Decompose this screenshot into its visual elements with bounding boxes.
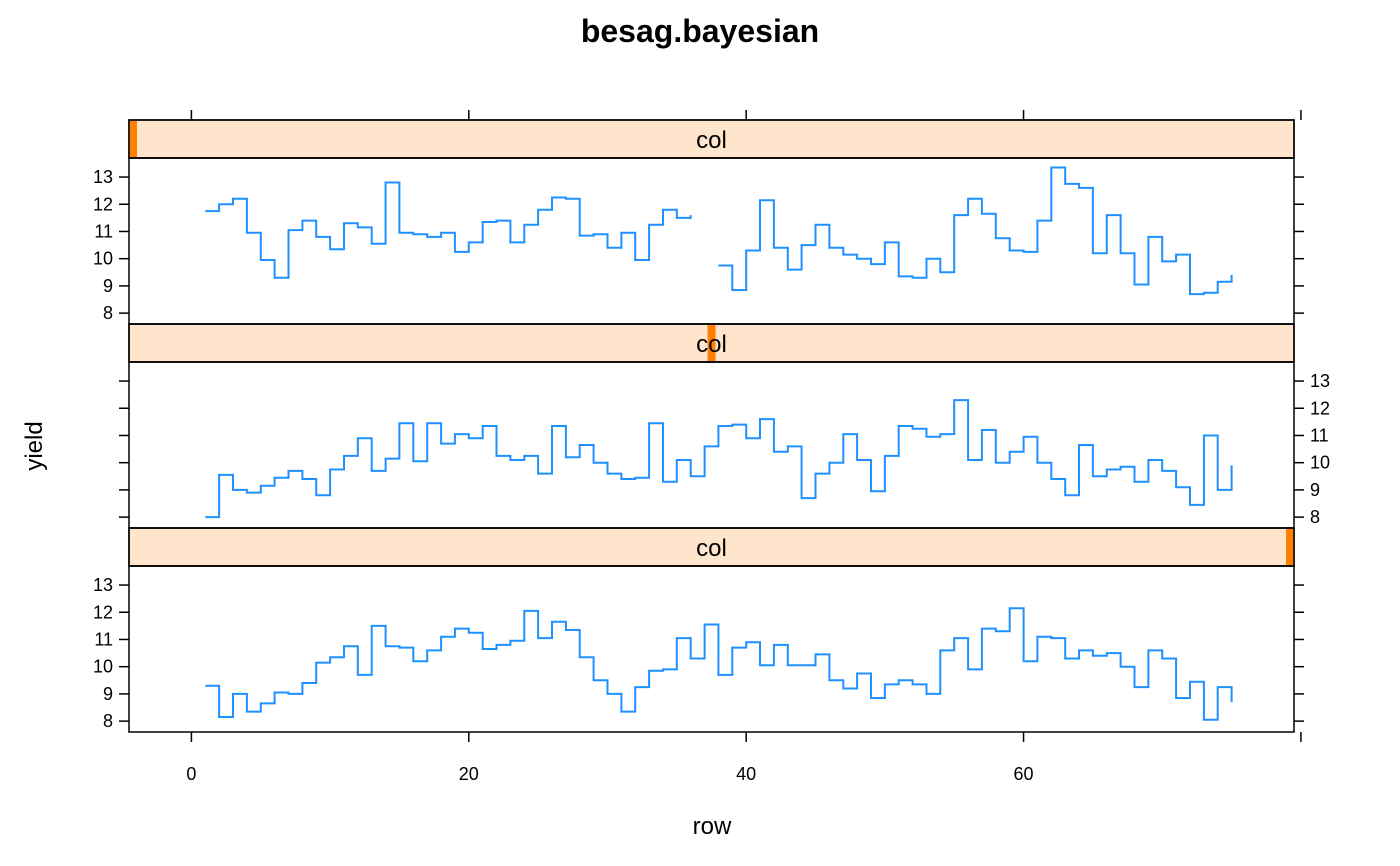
x-tick-label: 60 xyxy=(1014,764,1034,784)
panels-group: 0 20 40 60 col 8 9 10 11 12 13 col 8 9 10 11 12 13 col 8 9 10… xyxy=(93,110,1330,784)
y-tick-label: 11 xyxy=(94,221,113,241)
y-tick-label: 9 xyxy=(103,684,113,704)
x-tick-label: 20 xyxy=(459,764,479,784)
chart-title: besag.bayesian xyxy=(581,13,819,49)
y-tick-label: 11 xyxy=(1310,425,1329,445)
y-tick-label: 11 xyxy=(94,629,113,649)
y-tick-label: 12 xyxy=(93,194,113,214)
y-tick-label: 8 xyxy=(103,303,113,323)
strip-label: col xyxy=(696,331,727,358)
panel-3: col 8 9 10 11 12 13 xyxy=(93,119,1304,325)
y-tick-label: 8 xyxy=(1310,507,1320,527)
y-tick-label: 8 xyxy=(103,711,113,731)
series-line xyxy=(205,166,1233,296)
x-tick-label: 40 xyxy=(736,764,756,784)
panel-frame xyxy=(128,361,1295,529)
y-tick-label: 12 xyxy=(1310,398,1330,418)
panel-frame xyxy=(128,565,1295,733)
y-tick-label: 12 xyxy=(93,602,113,622)
series-line xyxy=(205,607,1233,721)
panel-frame xyxy=(128,157,1295,325)
strip-level-marker xyxy=(707,325,716,361)
strip-label: col xyxy=(696,127,727,154)
strip-label: col xyxy=(696,535,727,562)
y-tick-label: 10 xyxy=(93,657,113,677)
strip-level-marker xyxy=(129,121,137,157)
y-tick-label: 13 xyxy=(1310,371,1330,391)
strip-level-marker xyxy=(1286,529,1294,565)
y-tick-label: 13 xyxy=(93,167,113,187)
panel-2: col 8 9 10 11 12 13 xyxy=(119,323,1330,529)
series-line xyxy=(205,399,1233,519)
y-axis-title: yield xyxy=(21,421,48,470)
x-axis-title: row xyxy=(693,813,732,840)
y-tick-label: 9 xyxy=(1310,480,1320,500)
y-tick-label: 13 xyxy=(93,575,113,595)
x-tick-label: 0 xyxy=(186,764,196,784)
y-tick-label: 10 xyxy=(1310,453,1330,473)
y-tick-label: 10 xyxy=(93,249,113,269)
panel-1: col 8 9 10 11 12 13 xyxy=(93,527,1304,733)
y-tick-label: 9 xyxy=(103,276,113,296)
